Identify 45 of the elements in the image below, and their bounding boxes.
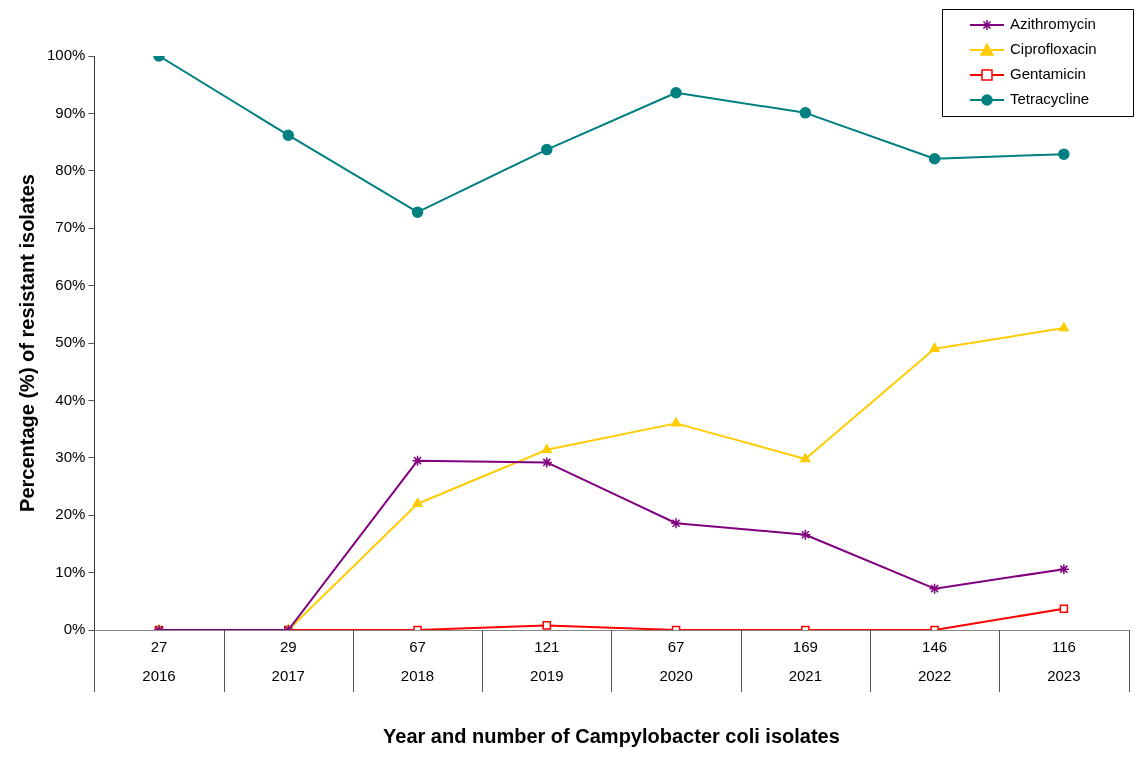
y-tick-label: 70% [55,218,86,236]
point [670,86,682,99]
point [411,206,424,218]
y-tick-label: 90% [55,103,86,121]
y-tick-label: 10% [55,562,86,580]
y-tick-label: 0% [63,620,86,638]
y-tick-label: 20% [55,505,86,523]
point [412,497,423,507]
point [928,153,941,165]
point [928,582,941,595]
point [1058,563,1070,575]
x-tick-label: 67 2020 [659,638,693,684]
point [670,517,682,529]
x-tick-label: 67 2018 [400,638,435,684]
x-tick-label: 29 2017 [271,638,305,684]
point [799,107,812,119]
y-tick-label: 30% [55,447,86,465]
point [929,342,940,352]
legend-label: Gentamicin [1010,65,1086,83]
y-tick-label: 40% [55,390,86,408]
point [541,143,553,156]
point [799,528,812,541]
y-tick-label: 100% [46,46,86,64]
point [542,621,552,630]
point [1058,322,1069,332]
legend-label: Tetracycline [1010,90,1090,108]
point [282,129,295,141]
y-axis-title: Percentage (%) of resistant isolates [15,174,38,512]
y-tick-label: 50% [55,333,86,351]
legend-label: Azithromycin [1010,15,1096,33]
x-tick-label: 121 2019 [530,638,564,684]
point [800,453,811,463]
point [541,444,552,454]
y-tick-label: 80% [55,160,86,178]
x-tick-label: 116 2023 [1047,638,1081,684]
x-axis-title: Year and number of Campylobacter coli isolates [383,724,840,747]
point [1059,604,1069,614]
point [1058,148,1070,160]
x-tick-label: 27 2016 [142,638,176,684]
point [541,456,553,469]
y-tick-label: 60% [55,275,86,293]
x-tick-label: 169 2021 [788,638,823,684]
point [670,417,682,427]
legend-label: Ciprofloxacin [1010,40,1097,58]
x-tick-label: 146 2022 [917,638,952,684]
